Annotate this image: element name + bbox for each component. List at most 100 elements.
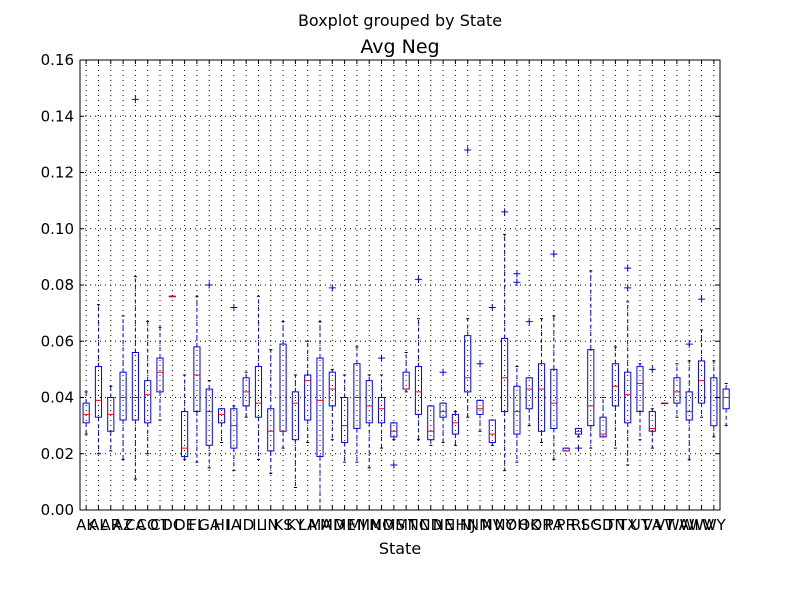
x-tick-label: NY xyxy=(494,516,515,534)
y-tick-label: 0.08 xyxy=(41,276,74,294)
x-tick-label: NC xyxy=(408,516,430,534)
boxes-group xyxy=(82,95,730,511)
box-LA xyxy=(304,340,312,443)
box-WV xyxy=(697,295,706,418)
box-RI xyxy=(574,427,583,452)
x-tick-label: NM xyxy=(468,516,492,534)
box-NM xyxy=(476,360,484,432)
box-KY xyxy=(291,374,299,488)
flier-marker xyxy=(685,340,693,348)
box-OK xyxy=(525,318,533,427)
box-rect xyxy=(525,377,533,410)
x-tick-label: AZ xyxy=(113,516,134,534)
box-NH xyxy=(451,411,459,446)
box-IN xyxy=(267,349,275,474)
box-rect xyxy=(685,391,693,421)
box-rect xyxy=(205,388,213,446)
box-NE xyxy=(439,368,447,443)
chart-title: Avg Neg xyxy=(360,36,439,58)
y-tick-label: 0.10 xyxy=(41,220,74,238)
x-tick-label: NE xyxy=(433,516,454,534)
flier-marker xyxy=(464,146,472,154)
flier-marker xyxy=(328,284,336,292)
box-NV xyxy=(488,304,496,446)
box-rect xyxy=(365,380,373,424)
box-rect xyxy=(254,366,263,418)
box-WI xyxy=(685,340,693,460)
flier-marker xyxy=(390,461,398,469)
box-MO xyxy=(377,354,386,449)
x-tick-label: IA xyxy=(227,516,242,534)
x-tick-label: AK xyxy=(76,516,97,534)
y-tick-label: 0.02 xyxy=(41,445,74,463)
x-tick-label: LA xyxy=(298,516,318,534)
box-rect xyxy=(267,408,275,452)
x-tick-label: VT xyxy=(655,516,675,534)
box-rect xyxy=(636,366,644,413)
x-tick-label: NJ xyxy=(460,516,476,534)
flier-marker xyxy=(574,444,582,452)
box-AL xyxy=(94,304,103,455)
box-OH xyxy=(513,270,521,463)
x-tick-label: RI xyxy=(571,516,586,534)
box-rect xyxy=(156,357,164,393)
y-tick-label: 0.04 xyxy=(41,389,74,407)
box-rect xyxy=(439,402,447,418)
box-rect xyxy=(451,413,459,435)
box-rect xyxy=(673,377,681,404)
x-tick-label: ND xyxy=(419,516,442,534)
box-rect xyxy=(464,335,472,393)
grid-lines xyxy=(80,60,720,510)
box-rect xyxy=(119,371,127,421)
box-rect xyxy=(697,360,706,404)
box-rect xyxy=(279,343,287,432)
box-IL xyxy=(254,295,263,460)
x-tick-label: VA xyxy=(643,516,663,534)
y-tick-label: 0.00 xyxy=(41,501,74,519)
box-GA xyxy=(205,281,213,469)
flier-marker xyxy=(648,365,656,373)
x-tick-label: GA xyxy=(198,516,221,534)
box-DC xyxy=(168,295,176,298)
y-tick-label: 0.16 xyxy=(41,51,74,69)
box-rect xyxy=(537,363,546,432)
x-tick-label: WY xyxy=(702,516,727,534)
box-MD xyxy=(328,284,336,441)
flier-marker xyxy=(698,295,706,303)
box-rect xyxy=(82,402,90,424)
x-tick-label: ME xyxy=(333,516,355,534)
flier-marker xyxy=(205,281,213,289)
box-SD xyxy=(599,397,607,438)
box-rect xyxy=(476,399,484,415)
box-VT xyxy=(661,402,669,405)
x-tick-label: UT xyxy=(630,516,651,534)
box-NY xyxy=(501,208,509,472)
box-MS xyxy=(390,422,398,469)
x-tick-label: AL xyxy=(89,516,108,534)
flier-marker xyxy=(230,304,238,311)
x-tick-label: OH xyxy=(505,516,528,534)
box-ID xyxy=(242,371,250,418)
box-CT xyxy=(156,326,164,421)
box-rect xyxy=(316,357,324,458)
x-tick-label: MI xyxy=(348,516,365,534)
flier-marker xyxy=(131,95,139,103)
box-MI xyxy=(353,346,361,463)
box-rect xyxy=(648,411,656,432)
x-tick-label: PA xyxy=(545,516,564,534)
y-tick-label: 0.14 xyxy=(41,107,74,125)
x-tick-label: IN xyxy=(263,516,279,534)
box-CO xyxy=(144,321,152,455)
x-tick-label: FL xyxy=(188,516,206,534)
x-tick-label: TN xyxy=(604,516,625,534)
box-FL xyxy=(193,295,201,463)
flier-marker xyxy=(488,304,496,311)
x-tick-label: AR xyxy=(100,516,121,534)
x-tick-label: OK xyxy=(518,516,541,534)
x-tick-label: MD xyxy=(320,516,345,534)
box-rect xyxy=(377,397,386,424)
box-KS xyxy=(279,321,287,449)
box-IA xyxy=(230,304,238,472)
x-axis-label: State xyxy=(379,539,421,558)
